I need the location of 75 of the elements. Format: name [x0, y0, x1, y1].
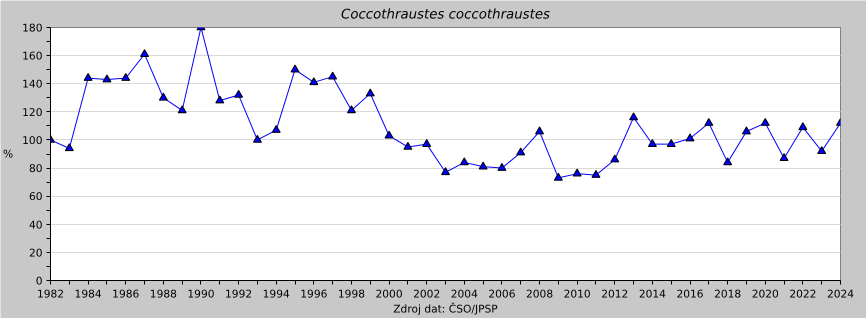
point	[290, 64, 300, 72]
y-tick-label: 120	[22, 106, 43, 119]
y-tick-label: 40	[28, 218, 43, 232]
x-tick-label: 2024	[826, 288, 854, 300]
point	[403, 142, 412, 150]
x-axis-title: Zdroj dat: ČSO/JPSP	[393, 302, 498, 316]
x-tick-label: 1994	[262, 288, 290, 300]
x-tick-label: 2002	[413, 288, 440, 300]
point	[234, 90, 244, 98]
x-tick-label: 2022	[789, 288, 816, 300]
x-tick-label: 1984	[74, 288, 102, 300]
point	[366, 88, 375, 96]
point	[704, 118, 714, 126]
point	[817, 146, 826, 154]
x-tick-label: 1990	[187, 288, 215, 300]
point	[780, 153, 789, 162]
point	[215, 95, 224, 104]
point	[252, 134, 262, 143]
point	[121, 72, 130, 81]
point	[686, 133, 695, 142]
point	[384, 130, 394, 139]
x-tick-label: 1986	[112, 288, 140, 300]
point	[760, 118, 770, 126]
point	[798, 122, 808, 130]
point	[441, 167, 450, 176]
point	[422, 139, 432, 147]
point	[102, 74, 112, 82]
x-tick-label: 1988	[150, 288, 178, 300]
point	[723, 157, 732, 166]
x-tick-label: 2000	[376, 288, 403, 300]
x-tick-label: 2020	[752, 288, 780, 300]
y-tick-label: 80	[28, 162, 43, 176]
point	[64, 143, 74, 152]
y-tick-label: 100	[22, 134, 43, 147]
x-tick-label: 1998	[338, 288, 366, 300]
y-tick-label: 180	[22, 22, 43, 34]
x-tick-label: 2008	[526, 288, 554, 300]
point	[140, 49, 150, 58]
point	[610, 154, 620, 162]
point	[478, 162, 488, 170]
y-axis-title: %	[3, 148, 14, 160]
point	[272, 124, 281, 133]
chart-title: Coccothraustes coccothraustes	[341, 8, 550, 22]
point	[158, 92, 168, 101]
point	[591, 170, 600, 178]
x-tick-label: 2014	[638, 288, 666, 300]
y-tick-label: 60	[28, 190, 43, 204]
x-tick-label: 1996	[300, 288, 328, 300]
y-tick-label: 160	[22, 50, 43, 63]
point	[554, 172, 563, 181]
point	[497, 162, 506, 171]
y-tick-label: 140	[22, 78, 43, 91]
x-tick-label: 2004	[450, 288, 478, 300]
point	[666, 139, 676, 147]
point	[328, 72, 338, 80]
x-tick-label: 2006	[488, 288, 516, 300]
x-tick-label: 2012	[601, 288, 628, 300]
point	[629, 112, 638, 120]
point	[460, 157, 469, 166]
point	[572, 168, 582, 176]
x-tick-label: 2018	[714, 288, 742, 300]
point	[648, 139, 657, 147]
x-tick-label: 2016	[676, 288, 704, 300]
y-tick-label: 20	[28, 246, 43, 260]
y-tick-label: 0	[36, 274, 43, 288]
point	[516, 147, 526, 156]
x-tick-label: 1982	[36, 288, 64, 300]
point	[309, 77, 318, 86]
x-tick-label: 1992	[225, 288, 252, 300]
point	[742, 126, 751, 134]
point	[84, 72, 93, 81]
point	[535, 126, 544, 134]
point	[178, 105, 187, 114]
point	[346, 105, 356, 114]
x-tick-label: 2010	[564, 288, 591, 300]
